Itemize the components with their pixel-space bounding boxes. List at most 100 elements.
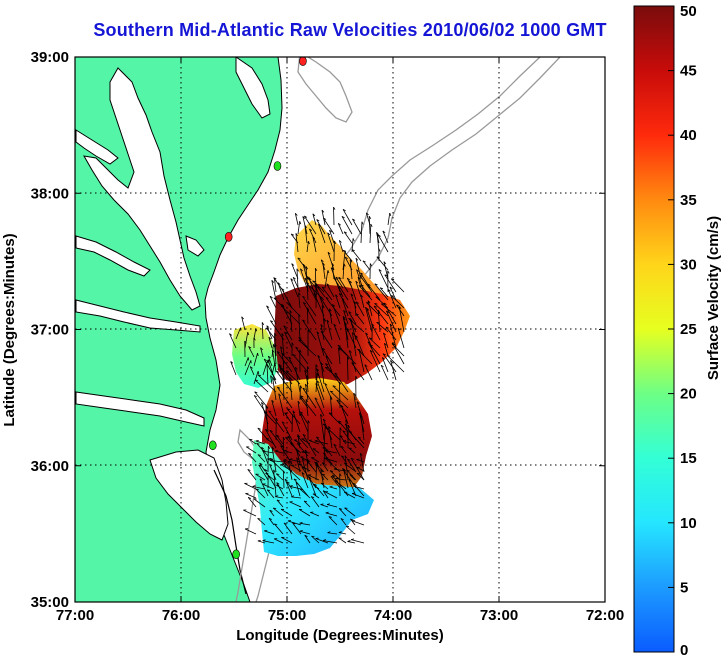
velocity-vector [283, 325, 293, 341]
velocity-vector-head [271, 280, 275, 283]
velocity-vector-head [270, 320, 274, 323]
colorbar-tick-label: 20 [680, 386, 697, 403]
velocity-vector-head [267, 489, 271, 492]
velocity-vector [338, 532, 347, 535]
velocity-vector-head [281, 333, 284, 337]
velocity-vector-head [353, 392, 356, 396]
velocity-vector-head [297, 257, 301, 260]
velocity-vector [340, 446, 347, 454]
velocity-vector-head [389, 286, 393, 290]
velocity-vector-head [292, 354, 296, 356]
velocity-vector [327, 252, 335, 271]
colorbar [633, 5, 675, 653]
velocity-vector [285, 437, 293, 445]
velocity-vector [358, 350, 365, 373]
velocity-vector [299, 530, 311, 535]
velocity-vector-head [264, 529, 268, 532]
velocity-vector [334, 372, 349, 393]
velocity-vector-head [269, 458, 273, 460]
velocity-vector [314, 268, 317, 293]
velocity-vector-head [351, 362, 355, 365]
velocity-vector [283, 459, 293, 463]
station-marker [299, 57, 307, 66]
velocity-vector-head [329, 485, 333, 488]
velocity-vector [323, 448, 326, 465]
velocity-vector [376, 256, 389, 271]
velocity-vector [343, 462, 356, 472]
velocity-vector [301, 451, 311, 454]
station-marker [224, 232, 233, 242]
velocity-vector-head [305, 399, 309, 402]
colorbar-tick-label: 0 [680, 642, 688, 659]
velocity-vector-head [347, 356, 350, 360]
velocity-vector-head [343, 309, 347, 313]
velocity-vector-head [297, 400, 301, 404]
velocity-vector-head [339, 381, 342, 385]
velocity-vector-head [365, 332, 369, 336]
velocity-vector [352, 483, 365, 497]
velocity-vector-head [274, 343, 277, 347]
velocity-vector-head [270, 375, 273, 379]
velocity-vector-head [291, 342, 294, 346]
velocity-vector [348, 431, 365, 449]
velocity-vector-head [368, 215, 372, 219]
velocity-vector-head [260, 347, 263, 351]
velocity-vector-head [382, 230, 386, 234]
velocity-vector-head [352, 332, 355, 336]
velocity-vector-head [254, 391, 258, 394]
velocity-vector-head [347, 424, 351, 428]
velocity-vector-head [359, 274, 363, 277]
velocity-vector-head [253, 395, 257, 398]
velocity-vector [358, 285, 373, 301]
velocity-vector-head [297, 442, 301, 445]
velocity-vector [306, 241, 309, 253]
velocity-vector [376, 322, 389, 333]
velocity-vector-head [323, 318, 327, 322]
velocity-vector [284, 478, 293, 497]
velocity-vector-head [333, 467, 337, 470]
velocity-vector [384, 274, 397, 293]
velocity-vector-head [343, 440, 347, 442]
velocity-vector-head [257, 371, 260, 375]
velocity-vector [323, 452, 333, 465]
velocity-vector-head [313, 292, 317, 296]
velocity-vector-head [273, 469, 276, 473]
velocity-vector-head [253, 337, 256, 341]
velocity-vector [381, 357, 389, 373]
velocity-vector [269, 464, 277, 481]
colorbar-tick-label: 50 [680, 3, 697, 20]
velocity-vector-head [364, 364, 368, 367]
velocity-vector-head [258, 464, 262, 467]
velocity-vector-head [261, 322, 265, 326]
velocity-vector [325, 355, 333, 373]
velocity-vector-head [335, 294, 338, 298]
velocity-vector-head [318, 223, 321, 227]
velocity-vector-head [320, 362, 324, 366]
velocity-vector [315, 538, 329, 544]
velocity-vector [320, 362, 325, 385]
velocity-vector [317, 286, 326, 298]
velocity-vector-head [295, 233, 298, 237]
velocity-vector-head [333, 277, 337, 280]
velocity-vector-head [298, 314, 301, 318]
velocity-vector [349, 259, 353, 280]
velocity-vector-head [281, 353, 285, 355]
velocity-vector [351, 362, 365, 381]
velocity-vector-head [323, 217, 327, 220]
velocity-vector-head [306, 276, 309, 280]
velocity-vector [320, 331, 333, 349]
velocity-vector-head [311, 535, 315, 538]
velocity-vector-head [377, 309, 381, 313]
velocity-vector-head [347, 277, 350, 281]
velocity-vector [369, 350, 381, 373]
velocity-vector-head [356, 472, 361, 475]
velocity-vector [343, 440, 356, 445]
velocity-vector-head [338, 420, 342, 423]
velocity-vector-head [322, 473, 326, 476]
velocity-vector [257, 374, 277, 393]
velocity-vector-head [312, 280, 316, 283]
velocity-vector [315, 373, 318, 393]
velocity-vector-head [267, 360, 269, 364]
velocity-vector-head [326, 319, 330, 323]
